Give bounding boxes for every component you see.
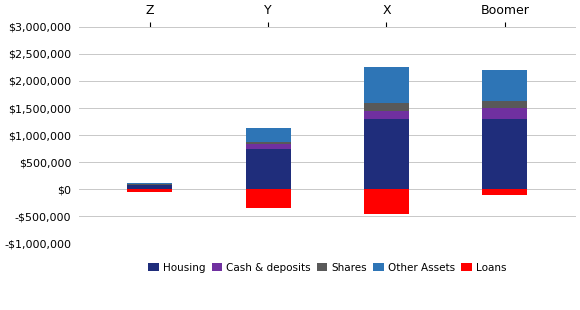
Bar bbox=[364, 189, 409, 214]
Bar bbox=[246, 189, 291, 208]
Bar bbox=[246, 148, 291, 189]
Bar bbox=[483, 119, 527, 189]
Bar bbox=[364, 119, 409, 189]
Bar bbox=[483, 189, 527, 195]
Bar bbox=[128, 185, 172, 189]
Legend: Housing, Cash & deposits, Shares, Other Assets, Loans: Housing, Cash & deposits, Shares, Other … bbox=[144, 259, 510, 277]
Bar bbox=[483, 101, 527, 108]
Bar bbox=[128, 184, 172, 185]
Bar bbox=[483, 70, 527, 101]
Bar bbox=[483, 108, 527, 119]
Bar bbox=[246, 144, 291, 148]
Bar bbox=[128, 183, 172, 184]
Bar bbox=[364, 68, 409, 103]
Bar bbox=[364, 111, 409, 119]
Bar bbox=[246, 142, 291, 144]
Bar bbox=[364, 103, 409, 111]
Bar bbox=[246, 127, 291, 142]
Bar bbox=[128, 189, 172, 192]
